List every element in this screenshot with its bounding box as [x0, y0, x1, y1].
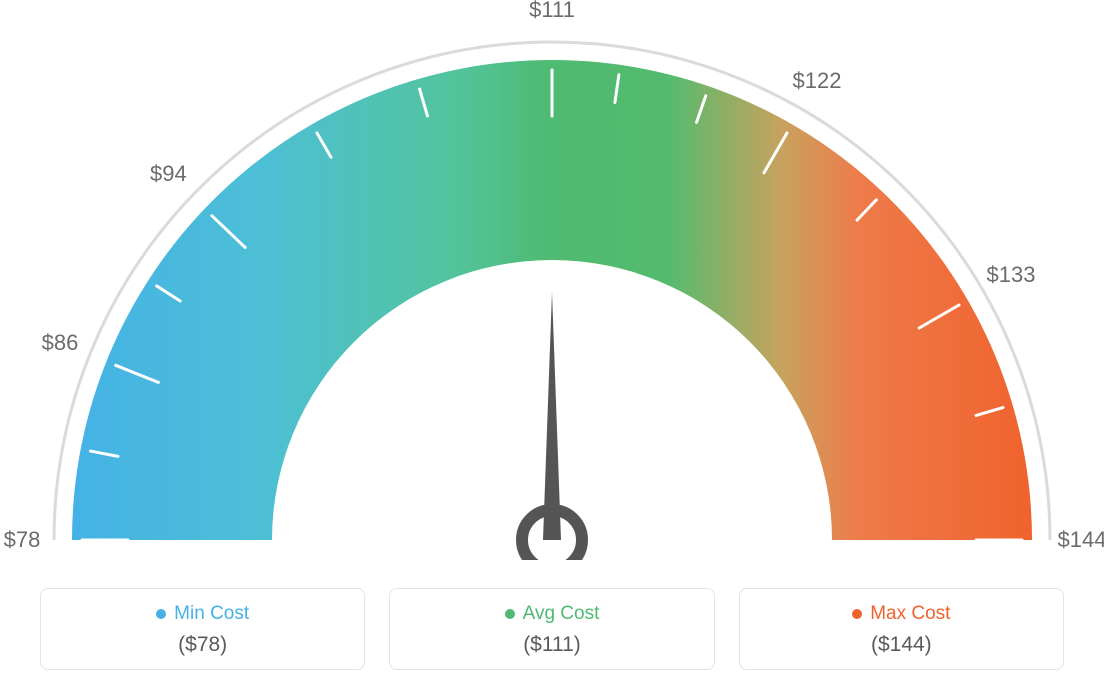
gauge-svg: [0, 0, 1104, 560]
legend-card-avg: Avg Cost ($111): [389, 588, 714, 670]
gauge-tick-label: $78: [4, 527, 41, 553]
gauge-tick-label: $144: [1058, 527, 1104, 553]
legend-title-min: Min Cost: [51, 603, 354, 625]
gauge-tick-label: $94: [150, 161, 187, 187]
gauge-tick-label: $86: [42, 330, 79, 356]
legend-value-avg: ($111): [400, 633, 703, 657]
legend-value-min: ($78): [51, 633, 354, 657]
legend-label-avg: Avg Cost: [523, 603, 600, 625]
gauge-tick-label: $122: [793, 68, 842, 94]
legend-dot-avg: [505, 609, 515, 619]
gauge-tick-label: $133: [987, 262, 1036, 288]
legend-card-min: Min Cost ($78): [40, 588, 365, 670]
legend-dot-min: [156, 609, 166, 619]
legend-title-avg: Avg Cost: [400, 603, 703, 625]
legend-title-max: Max Cost: [750, 603, 1053, 625]
legend-card-max: Max Cost ($144): [739, 588, 1064, 670]
legend-label-min: Min Cost: [174, 603, 249, 625]
legend-dot-max: [852, 609, 862, 619]
legend-label-max: Max Cost: [870, 603, 950, 625]
cost-gauge: $78 $86 $94 $111 $122 $133 $144: [0, 0, 1104, 560]
legend-value-max: ($144): [750, 633, 1053, 657]
gauge-tick-label: $111: [529, 0, 575, 23]
legend-row: Min Cost ($78) Avg Cost ($111) Max Cost …: [40, 588, 1064, 670]
